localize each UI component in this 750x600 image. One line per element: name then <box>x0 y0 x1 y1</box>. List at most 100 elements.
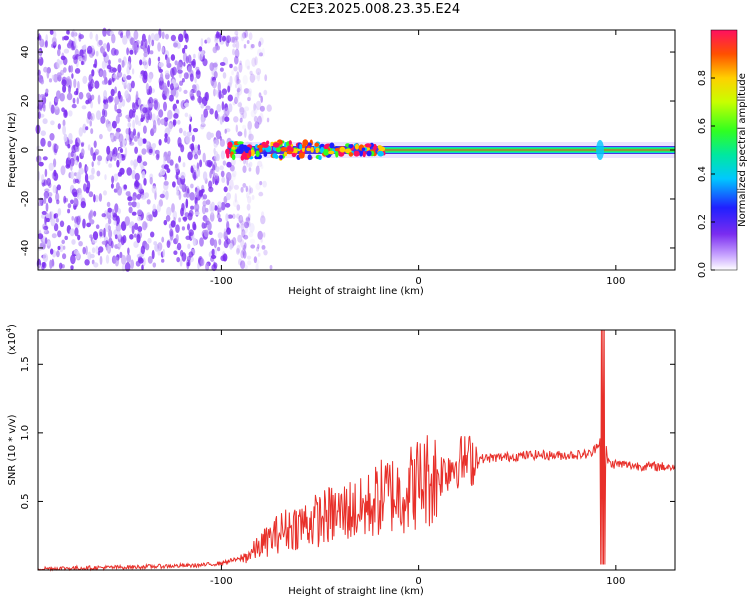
noise-speckle <box>257 230 264 240</box>
noise-speckle <box>210 254 217 259</box>
noise-speckle <box>213 239 218 249</box>
noise-speckle <box>64 235 68 241</box>
noise-speckle <box>172 210 177 220</box>
noise-speckle <box>93 262 99 268</box>
noise-speckle <box>249 238 256 244</box>
noise-speckle <box>145 82 149 93</box>
noise-speckle <box>106 243 110 253</box>
noise-speckle <box>39 94 46 98</box>
noise-speckle <box>43 225 49 230</box>
noise-speckle <box>239 107 245 115</box>
noise-speckle <box>259 181 263 186</box>
band-blob <box>318 155 322 160</box>
noise-speckle <box>181 226 185 231</box>
noise-speckle <box>132 42 138 51</box>
noise-speckle <box>245 217 251 222</box>
noise-speckle <box>257 48 262 57</box>
noise-speckle <box>167 150 171 157</box>
noise-speckle <box>173 82 179 88</box>
noise-speckle <box>45 202 49 212</box>
band-blob <box>287 145 292 152</box>
noise-speckle <box>153 241 158 246</box>
noise-speckle <box>239 220 245 226</box>
noise-speckle <box>86 180 91 191</box>
noise-speckle <box>55 218 60 223</box>
noise-speckle <box>146 148 150 153</box>
noise-speckle <box>257 115 262 125</box>
noise-speckle <box>221 94 224 99</box>
noise-speckle <box>227 214 233 219</box>
noise-speckle <box>126 253 132 263</box>
band-blob <box>235 148 242 153</box>
noise-speckle <box>191 134 195 143</box>
noise-speckle <box>78 241 83 247</box>
noise-speckle <box>231 70 235 76</box>
noise-speckle <box>46 177 51 187</box>
noise-speckle <box>246 163 251 168</box>
snr-frame <box>37 329 676 571</box>
noise-speckle <box>130 159 134 166</box>
noise-speckle <box>246 255 252 260</box>
noise-speckle <box>184 102 190 108</box>
noise-speckle <box>128 109 134 119</box>
noise-speckle <box>89 120 92 127</box>
noise-speckle <box>121 99 126 107</box>
noise-speckle <box>152 119 157 130</box>
noise-speckle <box>170 54 176 61</box>
noise-speckle <box>53 158 57 168</box>
noise-speckle <box>90 101 93 109</box>
noise-speckle <box>45 88 49 94</box>
noise-speckle <box>209 237 215 246</box>
noise-speckle <box>193 85 197 94</box>
noise-speckle <box>71 73 74 79</box>
noise-speckle <box>81 45 86 50</box>
noise-speckle <box>192 128 199 133</box>
noise-speckle <box>132 119 136 129</box>
noise-speckle <box>70 265 74 270</box>
noise-speckle <box>169 159 174 166</box>
noise-speckle <box>229 75 233 86</box>
noise-speckle <box>125 191 131 197</box>
noise-speckle <box>255 263 259 271</box>
noise-speckle <box>42 103 46 112</box>
band-blob <box>306 147 311 152</box>
noise-speckle <box>176 257 181 263</box>
noise-speckle <box>233 116 239 123</box>
noise-speckle <box>185 134 191 144</box>
noise-speckle <box>163 219 168 226</box>
noise-speckle <box>106 145 111 155</box>
noise-speckle <box>133 136 138 142</box>
noise-speckle <box>104 222 111 233</box>
noise-speckle <box>120 236 125 246</box>
noise-speckle <box>240 222 245 232</box>
noise-speckle <box>78 127 84 137</box>
noise-speckle <box>48 196 53 204</box>
noise-speckle <box>142 107 148 114</box>
noise-speckle <box>188 123 192 133</box>
noise-speckle <box>151 249 155 260</box>
snr-scale-label: (x104) <box>5 324 18 355</box>
noise-speckle <box>134 222 139 230</box>
noise-speckle <box>165 190 169 200</box>
noise-speckle <box>188 229 194 237</box>
noise-speckle <box>234 48 240 59</box>
noise-speckle <box>157 42 162 52</box>
noise-speckle <box>89 219 95 225</box>
noise-speckle <box>225 213 229 222</box>
noise-speckle <box>260 95 264 103</box>
noise-speckle <box>71 216 74 221</box>
noise-speckle <box>138 257 144 264</box>
noise-speckle <box>209 108 214 115</box>
noise-speckle <box>94 80 100 89</box>
noise-speckle <box>266 104 272 112</box>
noise-speckle <box>67 208 71 214</box>
noise-speckle <box>194 191 199 198</box>
noise-speckle <box>177 119 181 125</box>
noise-speckle <box>95 110 102 121</box>
noise-speckle <box>248 231 254 238</box>
noise-speckle <box>188 114 192 120</box>
noise-speckle <box>70 254 76 265</box>
noise-speckle <box>87 81 94 90</box>
noise-speckle <box>236 204 241 211</box>
